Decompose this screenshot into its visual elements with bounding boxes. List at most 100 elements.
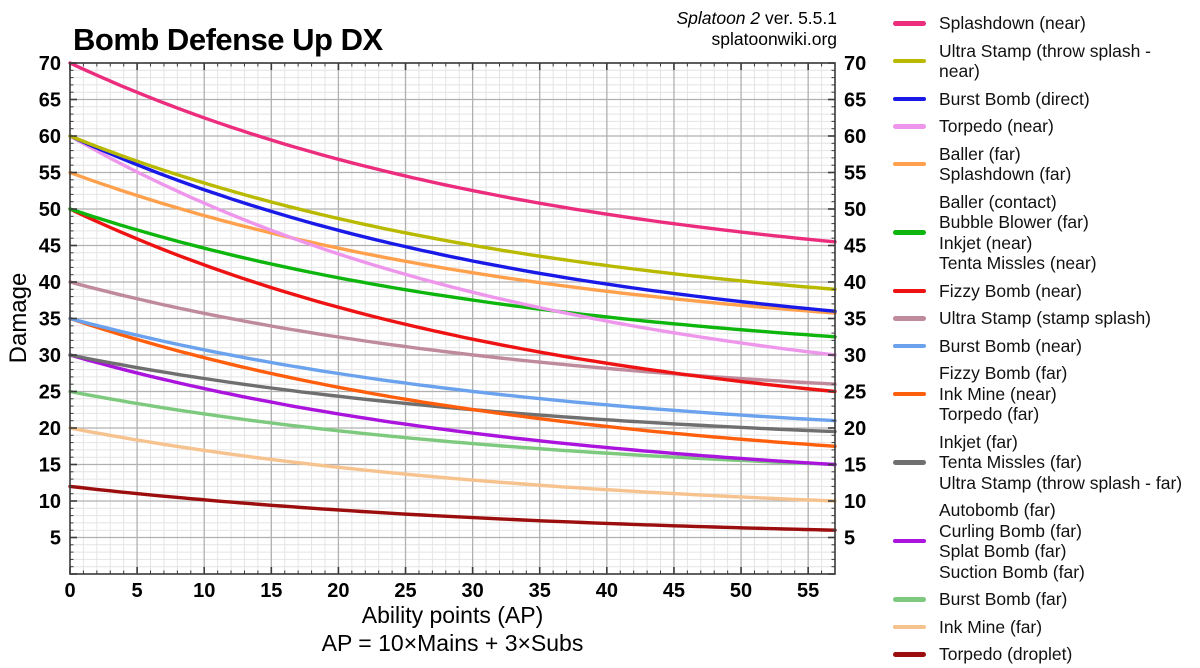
legend-label-line: Ultra Stamp (stamp splash) [939, 308, 1152, 328]
series-line-1 [68, 134, 837, 291]
y-tick-label-right: 65 [844, 90, 866, 112]
legend-item-7: Ultra Stamp (stamp splash) [893, 308, 1195, 329]
legend-item-12: Burst Bomb (far) [893, 589, 1195, 610]
legend-label-line: Burst Bomb (direct) [939, 88, 1090, 109]
legend-swatch-icon [893, 124, 926, 129]
series-line-2 [68, 134, 837, 313]
legend-swatch-icon [893, 316, 926, 321]
series-line-12 [68, 389, 837, 467]
legend-label: Inkjet (far) Tenta Missles (far) Ultra Sta… [939, 432, 1182, 494]
legend-label-line: Inkjet (far) [939, 431, 1018, 452]
legend-label: Fizzy Bomb (far) Ink Mine (near) Torpedo (… [939, 363, 1067, 425]
legend-label: Ultra Stamp (throw splash - near) [939, 41, 1195, 82]
legend-label-line: Bubble Blower (far) [939, 212, 1089, 232]
legend-label-line: Baller (contact) [939, 191, 1057, 212]
legend-label-line: Splashdown (near) [939, 13, 1086, 33]
y-tick-label-left: 55 [39, 163, 61, 185]
legend-label-line: Torpedo (droplet) [939, 644, 1073, 664]
series-line-8 [68, 316, 837, 423]
legend-item-0: Splashdown (near) [893, 13, 1195, 34]
legend-label: Baller (far) Splashdown (far) [939, 144, 1071, 185]
legend-swatch-icon [893, 288, 926, 293]
legend-label-line: Curling Bomb (far) [939, 520, 1082, 541]
y-tick-label-right: 45 [844, 236, 866, 258]
series-lines [68, 61, 837, 532]
legend-swatch-icon [893, 161, 926, 167]
legend-label: Baller (contact) Bubble Blower (far) Inkje… [939, 192, 1097, 274]
chart-legend: Splashdown (near) Ultra Stamp (throw spla… [893, 13, 1195, 668]
grid-major [70, 62, 835, 574]
legend-label-line: Torpedo (near) [939, 116, 1054, 136]
y-tick-label-right: 10 [844, 491, 866, 513]
y-tick-label-right: 50 [844, 199, 866, 221]
y-tick-label-right: 30 [844, 345, 866, 367]
series-line-10 [68, 353, 837, 434]
series-line-6 [68, 207, 837, 394]
legend-item-9: Fizzy Bomb (far) Ink Mine (near) Torpedo (… [893, 363, 1195, 425]
legend-swatch-icon [893, 624, 926, 629]
x-tick-label: 0 [64, 580, 75, 602]
legend-label-line: Ultra Stamp (throw splash - near) [939, 40, 1152, 82]
y-axis-label: Damage [5, 272, 32, 364]
x-axis-label: Ability points (AP) [361, 602, 544, 628]
y-tick-label-left: 35 [39, 309, 61, 331]
legend-item-11: Autobomb (far) Curling Bomb (far) Splat Bo… [893, 500, 1195, 582]
y-tick-label-right: 5 [844, 528, 855, 550]
x-tick-label: 40 [596, 580, 618, 602]
legend-swatch-icon [893, 230, 926, 235]
legend-item-3: Torpedo (near) [893, 116, 1195, 137]
y-tick-label-right: 20 [844, 418, 866, 440]
x-tick-label: 55 [797, 580, 819, 602]
legend-swatch-icon [893, 21, 926, 26]
credit-game-name: Splatoon 2 [676, 8, 761, 28]
y-tick-label-left: 45 [39, 236, 61, 258]
y-tick-label-left: 5 [50, 528, 61, 550]
legend-label: Fizzy Bomb (near) [939, 281, 1082, 302]
y-tick-label-left: 65 [39, 90, 61, 112]
legend-swatch-icon [893, 391, 926, 396]
y-tick-label-left: 60 [39, 126, 61, 148]
legend-label-line: Burst Bomb (near) [939, 335, 1082, 356]
legend-label: Burst Bomb (direct) [939, 89, 1090, 110]
legend-item-1: Ultra Stamp (throw splash - near) [893, 41, 1195, 82]
series-line-11 [68, 353, 837, 467]
y-tick-label-left: 70 [39, 53, 61, 75]
legend-item-10: Inkjet (far) Tenta Missles (far) Ultra Sta… [893, 432, 1195, 494]
legend-label-line: Fizzy Bomb (far) [939, 363, 1068, 383]
legend-label: Burst Bomb (near) [939, 336, 1082, 357]
legend-swatch-icon [893, 460, 926, 465]
y-tick-label-left: 20 [39, 418, 61, 440]
x-tick-label: 35 [529, 580, 551, 602]
legend-label-line: Autobomb (far) [939, 500, 1056, 520]
y-tick-label-left: 25 [39, 382, 61, 404]
legend-label-line: Tenta Missles (far) [939, 452, 1082, 472]
y-tick-label-right: 70 [844, 53, 866, 75]
y-tick-label-right: 40 [844, 272, 866, 294]
legend-label: Torpedo (near) [939, 116, 1054, 137]
legend-label-line: Ink Mine (far) [939, 616, 1043, 637]
y-tick-label-right: 55 [844, 163, 866, 185]
credit-line-version: Splatoon 2 ver. 5.5.1 [676, 8, 837, 29]
legend-swatch-icon [893, 538, 926, 544]
series-line-0 [68, 61, 837, 244]
x-tick-label: 20 [327, 580, 349, 602]
legend-item-8: Burst Bomb (near) [893, 336, 1195, 357]
legend-item-6: Fizzy Bomb (near) [893, 281, 1195, 302]
legend-label-line: Tenta Missles (near) [939, 253, 1097, 273]
plot-frame [69, 62, 836, 575]
y-tick-label-right: 35 [844, 309, 866, 331]
legend-item-13: Ink Mine (far) [893, 617, 1195, 638]
x-tick-label: 5 [132, 580, 143, 602]
series-line-13 [68, 426, 837, 503]
x-tick-label: 30 [462, 580, 484, 602]
series-line-14 [68, 484, 837, 532]
series-line-3 [68, 134, 837, 357]
y-tick-label-left: 40 [39, 272, 61, 294]
x-tick-label: 25 [394, 580, 416, 602]
legend-label-line: Ultra Stamp (throw splash - far) [939, 472, 1183, 493]
y-tick-label-left: 10 [39, 491, 61, 513]
legend-label-line: Suction Bomb (far) [939, 561, 1085, 582]
series-line-4 [68, 170, 837, 315]
